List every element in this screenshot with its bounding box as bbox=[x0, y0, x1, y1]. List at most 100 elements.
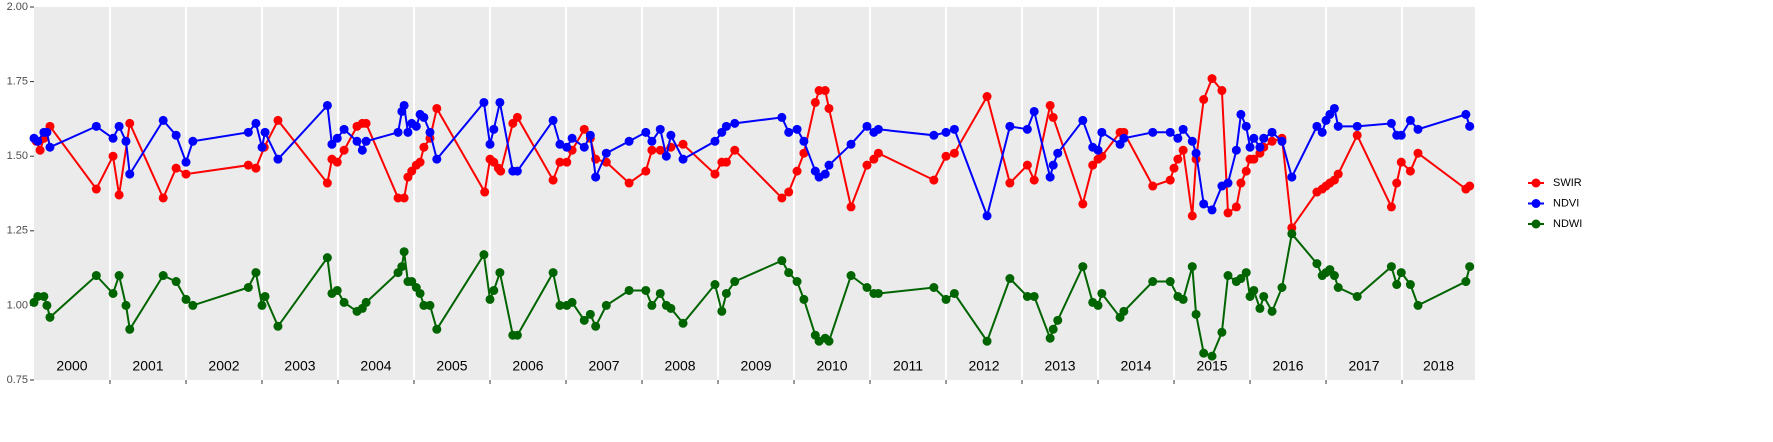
data-point bbox=[361, 136, 371, 146]
data-point bbox=[1187, 262, 1197, 272]
data-point bbox=[415, 157, 425, 167]
data-point bbox=[792, 277, 802, 287]
data-point bbox=[158, 271, 168, 281]
year-label: 2006 bbox=[512, 358, 543, 374]
data-point bbox=[1249, 285, 1259, 295]
data-point bbox=[1223, 271, 1233, 281]
data-point bbox=[181, 157, 191, 167]
data-point bbox=[339, 124, 349, 134]
data-point bbox=[1249, 133, 1259, 143]
data-point bbox=[824, 160, 834, 170]
data-point bbox=[1236, 178, 1246, 188]
data-point bbox=[641, 127, 651, 137]
data-point bbox=[982, 92, 992, 102]
data-point bbox=[929, 130, 939, 140]
data-point bbox=[322, 253, 332, 263]
legend-marker bbox=[1531, 178, 1541, 188]
y-tick-label: 1.25 bbox=[7, 225, 28, 237]
data-point bbox=[862, 121, 872, 131]
data-point bbox=[567, 297, 577, 307]
data-point bbox=[666, 130, 676, 140]
year-label: 2015 bbox=[1196, 358, 1227, 374]
legend-label: SWIR bbox=[1553, 177, 1582, 189]
year-label: 2002 bbox=[208, 358, 239, 374]
data-point bbox=[243, 282, 253, 292]
data-point bbox=[1048, 112, 1058, 122]
legend-label: NDWI bbox=[1553, 218, 1582, 230]
data-point bbox=[562, 157, 572, 167]
year-label: 2012 bbox=[968, 358, 999, 374]
data-point bbox=[432, 324, 442, 334]
data-point bbox=[1255, 303, 1265, 313]
data-point bbox=[1169, 163, 1179, 173]
data-point bbox=[820, 169, 830, 179]
data-point bbox=[1405, 280, 1415, 290]
data-point bbox=[1148, 277, 1158, 287]
data-point bbox=[1045, 172, 1055, 182]
data-point bbox=[273, 321, 283, 331]
data-point bbox=[361, 118, 371, 128]
data-point bbox=[1352, 121, 1362, 131]
data-point bbox=[721, 288, 731, 298]
data-point bbox=[1267, 136, 1277, 146]
data-point bbox=[114, 271, 124, 281]
data-point bbox=[949, 288, 959, 298]
data-point bbox=[108, 151, 118, 161]
data-point bbox=[399, 100, 409, 110]
data-point bbox=[1413, 148, 1423, 158]
data-point bbox=[1022, 291, 1032, 301]
data-point bbox=[710, 169, 720, 179]
data-point bbox=[562, 142, 572, 152]
data-point bbox=[591, 172, 601, 182]
data-point bbox=[799, 136, 809, 146]
data-point bbox=[717, 306, 727, 316]
data-point bbox=[982, 211, 992, 221]
data-point bbox=[243, 160, 253, 170]
data-point bbox=[432, 103, 442, 113]
data-point bbox=[846, 139, 856, 149]
data-point bbox=[1178, 145, 1188, 155]
data-point bbox=[1465, 262, 1475, 272]
data-point bbox=[33, 136, 43, 146]
data-point bbox=[1191, 148, 1201, 158]
data-point bbox=[929, 282, 939, 292]
data-point bbox=[1045, 333, 1055, 343]
data-point bbox=[1333, 282, 1343, 292]
data-point bbox=[1287, 229, 1297, 239]
data-point bbox=[1396, 130, 1406, 140]
y-tick-label: 2.00 bbox=[7, 1, 28, 13]
data-point bbox=[42, 127, 52, 137]
data-point bbox=[1187, 136, 1197, 146]
data-point bbox=[579, 315, 589, 325]
data-point bbox=[579, 142, 589, 152]
data-point bbox=[1199, 95, 1209, 105]
data-point bbox=[721, 157, 731, 167]
data-point bbox=[332, 285, 342, 295]
data-point bbox=[1093, 300, 1103, 310]
data-point bbox=[114, 121, 124, 131]
data-point bbox=[91, 184, 101, 194]
data-point bbox=[1312, 121, 1322, 131]
data-point bbox=[125, 169, 135, 179]
data-point bbox=[792, 166, 802, 176]
data-point bbox=[1461, 109, 1471, 119]
data-point bbox=[1317, 127, 1327, 137]
data-point bbox=[820, 86, 830, 96]
data-point bbox=[1053, 148, 1063, 158]
data-point bbox=[1259, 291, 1269, 301]
data-point bbox=[810, 97, 820, 107]
data-point bbox=[1333, 169, 1343, 179]
data-point bbox=[641, 285, 651, 295]
data-point bbox=[1078, 115, 1088, 125]
data-point bbox=[171, 130, 181, 140]
data-point bbox=[982, 336, 992, 346]
data-point bbox=[489, 285, 499, 295]
data-point bbox=[655, 124, 665, 134]
data-point bbox=[322, 100, 332, 110]
data-point bbox=[1029, 106, 1039, 116]
data-point bbox=[171, 163, 181, 173]
data-point bbox=[121, 136, 131, 146]
year-label: 2005 bbox=[436, 358, 467, 374]
data-point bbox=[1392, 178, 1402, 188]
data-point bbox=[45, 142, 55, 152]
